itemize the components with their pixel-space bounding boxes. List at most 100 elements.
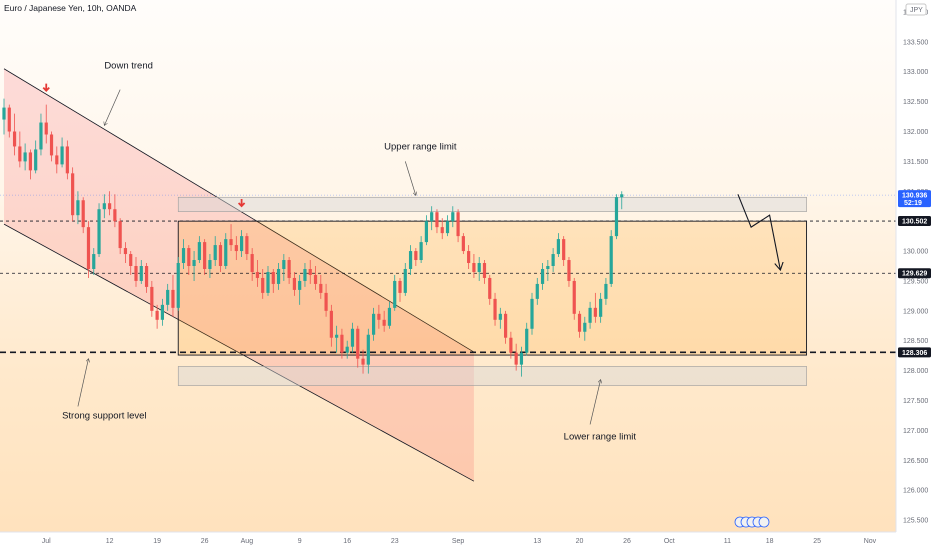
candle-body-down (414, 251, 418, 261)
annotation-label: Lower range limit (564, 431, 637, 442)
y-tick-label: 127.500 (903, 398, 928, 405)
candle-body-up (604, 283, 608, 299)
y-tick-label: 129.500 (903, 278, 928, 285)
candle-body-down (461, 236, 465, 252)
candle-body-down (28, 152, 32, 171)
price-tag-label: 128.306 (902, 350, 927, 357)
candle-body-up (92, 254, 96, 269)
candle-body-up (445, 221, 450, 234)
candle-body-down (49, 134, 54, 156)
candle-body-up (298, 280, 302, 290)
candle-body-down (319, 283, 323, 293)
x-tick-label: 26 (623, 538, 631, 545)
lower-range-zone (177, 366, 807, 386)
candle-body-down (467, 251, 471, 264)
x-tick-label: 18 (766, 538, 774, 545)
x-tick-label: Aug (241, 538, 254, 545)
candle-body-up (477, 263, 481, 272)
candle-body-up (525, 328, 529, 353)
candle-body-down (250, 254, 254, 272)
candle-body-down (118, 221, 122, 249)
y-tick-label: 130.000 (903, 249, 928, 256)
candle-body-up (2, 107, 6, 120)
y-tick-label: 127.000 (903, 428, 928, 435)
y-tick-label: 133.500 (903, 39, 928, 46)
x-tick-label: 9 (298, 538, 302, 545)
y-tick-label: 133.000 (903, 69, 928, 76)
x-tick-label: 12 (106, 538, 114, 545)
x-tick-label: Nov (864, 538, 877, 545)
candle-body-down (144, 266, 149, 287)
candle-body-up (208, 260, 212, 269)
candle-body-up (588, 307, 592, 323)
down-trend-channel-fill (4, 68, 474, 482)
candle-body-down (472, 263, 476, 272)
candle-body-up (60, 146, 64, 165)
candle-body-down (81, 200, 85, 228)
candle-body-down (398, 280, 402, 293)
candle-body-down (271, 271, 275, 284)
candle-body-down (255, 271, 260, 278)
price-tag (898, 268, 931, 279)
x-tick-label: Jul (42, 538, 51, 545)
annotation-pointer (404, 161, 416, 195)
candle-body-down (55, 155, 59, 165)
candle-body-down (313, 274, 318, 284)
candle-body-up (403, 268, 407, 293)
candle-body-up (345, 346, 349, 353)
x-tick-label: 25 (813, 538, 821, 545)
candle-body-up (350, 328, 355, 347)
candle-body-up (76, 200, 80, 216)
candle-body-up (39, 122, 43, 150)
candle-body-down (572, 280, 576, 314)
candle-body-down (108, 203, 112, 210)
candle-body-up (197, 242, 201, 261)
x-tick-label: Oct (664, 538, 675, 545)
candle-body-down (171, 289, 175, 308)
candle-body-down (440, 227, 444, 234)
y-tick-label: 128.500 (903, 338, 928, 345)
x-tick-label: 13 (533, 538, 541, 545)
candle-body-down (382, 319, 386, 326)
chart-title: Euro / Japanese Yen, 10h, OANDA (4, 3, 137, 13)
price-tag-countdown: 52:19 (904, 200, 922, 207)
candle-body-up (430, 212, 434, 222)
y-tick-label: 126.500 (903, 458, 928, 465)
range-box (177, 220, 808, 356)
candle-body-down (361, 358, 365, 365)
currency-badge (905, 3, 927, 16)
candle-body-down (514, 352, 518, 365)
candle-body-down (356, 328, 360, 359)
candle-body-up (335, 334, 339, 338)
channel-lower-line (3, 223, 475, 482)
price-tag (898, 347, 931, 358)
candle-body-down (203, 242, 207, 269)
x-tick-label: 20 (576, 538, 584, 545)
candle-body-up (97, 209, 101, 255)
candle-body-down (493, 298, 497, 320)
candle-body-up (23, 152, 27, 162)
candle-body-down (577, 313, 582, 332)
candle-body-down (65, 146, 69, 174)
candle-body-up (372, 313, 376, 335)
candle-body-up (451, 212, 455, 222)
candle-body-up (366, 334, 370, 365)
down-arrow-icon (42, 83, 50, 92)
candle-body-up (609, 236, 613, 284)
candle-body-up (530, 298, 534, 329)
y-tick-label: 132.000 (903, 129, 928, 136)
candle-body-down (509, 337, 513, 353)
candle-body-up (556, 239, 560, 255)
price-tag-label: 129.629 (902, 271, 927, 278)
candle-body-up (599, 298, 603, 317)
x-tick-label: 16 (343, 538, 351, 545)
candle-body-up (419, 242, 423, 261)
candle-body-down (44, 122, 48, 135)
candle-body-up (213, 245, 217, 261)
candle-body-down (482, 263, 487, 278)
price-tag-label: 130.936 (902, 193, 927, 200)
time-axis-panel (0, 532, 896, 550)
candle-body-down (261, 277, 265, 293)
